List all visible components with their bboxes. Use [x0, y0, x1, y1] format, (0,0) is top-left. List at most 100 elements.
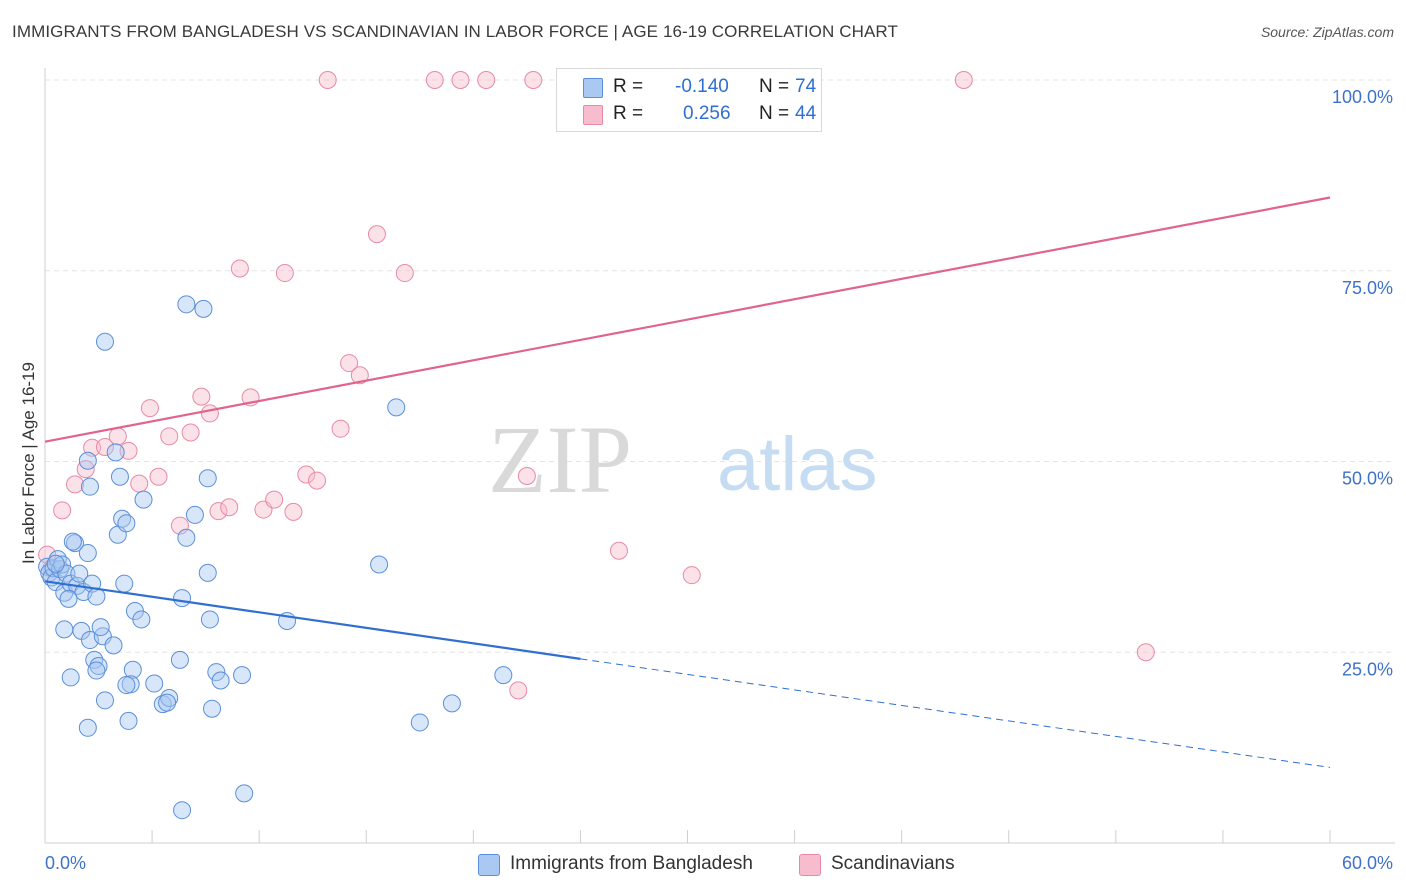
scandinavians-point [524, 71, 543, 89]
x-tick-label: 60.0% [1342, 853, 1393, 873]
scandinavians-point [192, 387, 211, 406]
bangladesh-point [106, 443, 125, 462]
bangladesh-trend-line [44, 580, 581, 660]
scandinavians-point [230, 259, 249, 278]
scandinavians-point [425, 71, 444, 89]
legend-n-label: N = [759, 103, 790, 124]
scandinavians-point [53, 501, 72, 520]
bangladesh-point [46, 554, 65, 573]
bangladesh-point [235, 784, 254, 803]
bangladesh-point [442, 694, 461, 713]
scandinavians-point [297, 465, 316, 484]
scandinavians-point [200, 404, 219, 423]
bangladesh-point [110, 467, 129, 486]
scandinavians-point [331, 419, 350, 438]
bangladesh-point [119, 711, 138, 730]
scandinavians-point [682, 566, 701, 585]
bangladesh-point [200, 610, 219, 629]
scandinavians-point [1136, 643, 1155, 662]
bangladesh-point [63, 532, 82, 551]
legend-r-label: R = [613, 103, 644, 124]
gridlines [45, 79, 1395, 653]
axes [44, 68, 1395, 844]
legend-label-bangladesh: Immigrants from Bangladesh [510, 853, 753, 874]
scandinavians-point [265, 490, 284, 509]
scandinavians-point [954, 71, 973, 89]
scandinavians-point [119, 441, 138, 460]
bangladesh-point [132, 610, 151, 629]
watermark-atlas: atlas [717, 422, 878, 507]
scandinavians-point [209, 502, 228, 521]
scandinavians-point [340, 354, 359, 373]
legend-swatch-scandinavians [799, 854, 821, 876]
legend-n-value: 74 [795, 76, 817, 97]
x-tick-label: 0.0% [45, 853, 86, 873]
scandinavians-point [307, 471, 326, 490]
legend-n-label: N = [759, 76, 790, 97]
bangladesh-point [89, 656, 108, 675]
bangladesh-point [87, 661, 106, 680]
bangladesh-point [61, 668, 80, 687]
legend-r-value: 0.256 [683, 103, 731, 124]
scandinavians-trend-line [44, 196, 1331, 443]
series-scandinavians [38, 71, 1155, 700]
bangladesh-point [91, 618, 110, 637]
bangladesh-point [410, 713, 429, 732]
scandinavians-point [350, 366, 369, 385]
trend-lines [44, 196, 1331, 768]
bangladesh-point [55, 620, 74, 639]
bangladesh-point [78, 544, 97, 563]
bangladesh-point [70, 564, 89, 583]
scandinavians-point [451, 71, 470, 89]
y-tick-label: 100.0% [1332, 87, 1393, 107]
bangladesh-point [198, 469, 217, 488]
legend-swatch-bangladesh [478, 854, 500, 876]
source-credit: Source: ZipAtlas.com [1260, 24, 1394, 40]
bangladesh-point [95, 691, 114, 710]
bangladesh-point [211, 671, 230, 690]
scandinavians-point [130, 474, 149, 493]
bangladesh-point [78, 451, 97, 470]
bangladesh-point [387, 398, 406, 417]
bangladesh-point [198, 563, 217, 582]
bangladesh-point [194, 299, 213, 318]
y-axis-label: In Labor Force | Age 16-19 [19, 362, 38, 564]
bangladesh-point [158, 693, 177, 712]
bangladesh-point [203, 699, 222, 718]
bangladesh-point [173, 589, 192, 608]
scandinavians-point [318, 71, 337, 89]
bangladesh-point [145, 674, 164, 693]
bangladesh-point [170, 650, 189, 669]
scandinavians-point [609, 541, 628, 560]
bangladesh-point [185, 505, 204, 524]
bangladesh-point [173, 801, 192, 820]
bangladesh-point [59, 589, 78, 608]
bangladesh-point [104, 636, 123, 655]
bangladesh-point [207, 663, 226, 682]
scandinavians-point [395, 264, 414, 283]
bangladesh-point [95, 332, 114, 351]
legend-swatch-scandinavians [583, 105, 603, 125]
stats-legend: R = -0.140 N = 74 R = 0.256 N = 44 [556, 68, 822, 132]
chart-title: IMMIGRANTS FROM BANGLADESH VS SCANDINAVI… [12, 22, 898, 41]
y-tick-label: 75.0% [1342, 278, 1393, 298]
bangladesh-point [177, 528, 196, 547]
bangladesh-point [177, 295, 196, 314]
legend-swatch-bangladesh [583, 78, 603, 98]
bangladesh-trend-extension [580, 658, 1331, 768]
bangladesh-point [80, 477, 99, 496]
y-tick-label: 50.0% [1342, 469, 1393, 489]
scandinavians-point [275, 264, 294, 283]
watermark-zip: ZIP [488, 406, 632, 513]
series-bangladesh [38, 295, 513, 820]
scandinavians-point [517, 466, 536, 485]
scandinavians-point [220, 498, 239, 517]
legend-n-value: 44 [795, 103, 817, 124]
watermark: ZIP atlas [488, 406, 878, 513]
bangladesh-point [115, 574, 134, 593]
bangladesh-point [53, 555, 72, 574]
scandinavians-point [140, 399, 159, 418]
bangladesh-point [123, 660, 142, 679]
bangladesh-point [117, 676, 136, 695]
bangladesh-point [117, 514, 136, 533]
